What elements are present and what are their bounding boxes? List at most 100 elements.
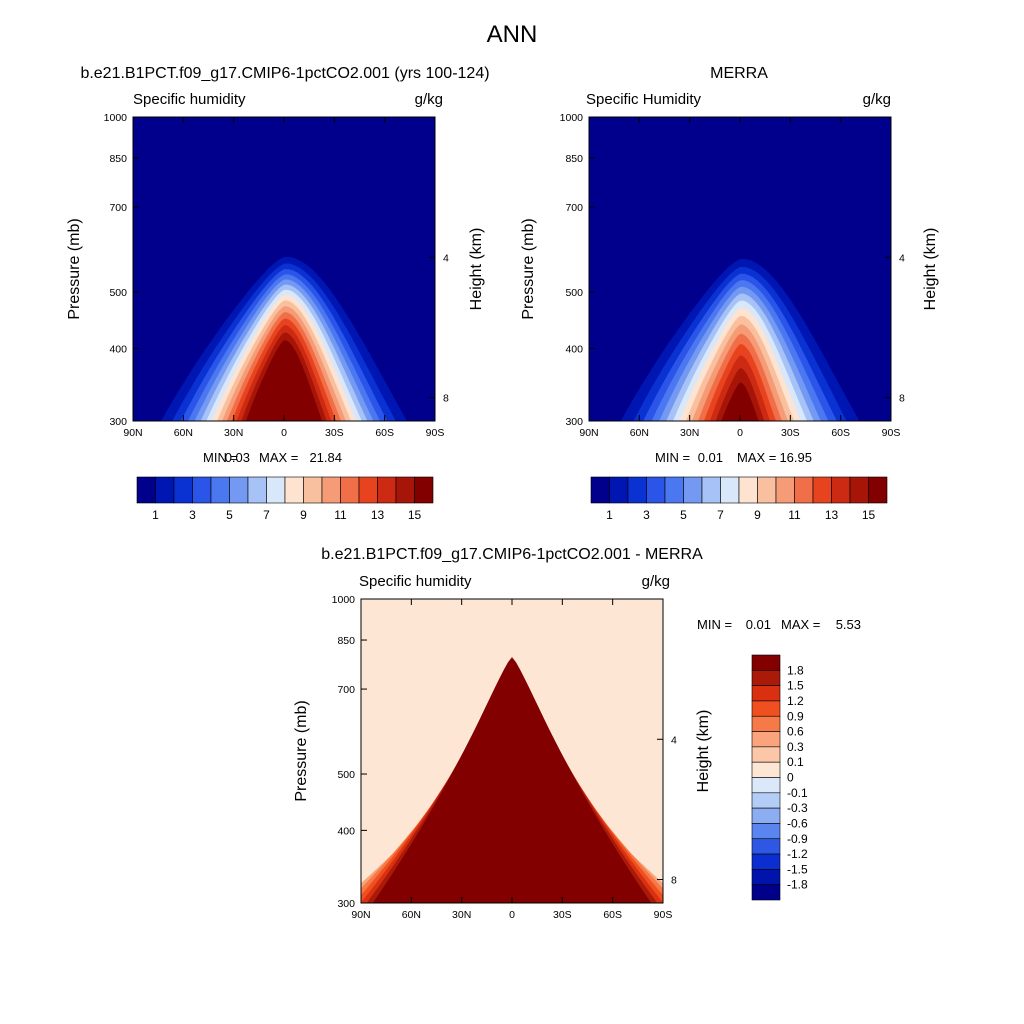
panel-merra-ylabel: Pressure (mb) [520,218,537,319]
panel-merra-colorbar-swatch [609,476,629,504]
panel-merra-colorbar-swatch [812,476,832,504]
panel-difference-x-tick-label: 90S [654,909,673,921]
panel-model-x-tick-label: 0 [281,427,287,439]
panel-difference-y-tick-label: 700 [337,684,355,696]
panel-difference-y-tick-label: 500 [337,769,355,781]
panel-model-min: 0.03 [225,450,250,465]
panel-difference-x-tick-label: 30S [553,909,572,921]
panel-merra-colorbar-swatch [720,476,740,504]
panel-difference-contour-band [372,657,652,903]
panel-difference-x-tick-label: 30N [452,909,471,921]
panel-model-y-tick-label: 300 [109,416,127,428]
panel-model-colorbar-swatch [155,476,175,504]
panel-model-colorbar-swatch [266,476,286,504]
panel-merra-colorbar-swatch [738,476,758,504]
panel-merra-colorbar: 1 3 5 7 9 11 13 15 [590,476,888,522]
panel-merra-min: 0.01 [698,450,723,465]
panel-difference-colorbar-swatch [751,670,781,686]
panel-difference-colorbar-label: 1.8 [787,663,804,677]
panel-merra-colorbar-swatch [794,476,814,504]
panel-merra-colorbar-swatch [775,476,795,504]
panel-merra-colorbar-label: 3 [643,508,650,522]
panel-difference-colorbar-swatch [751,777,781,794]
panel-model-min-label: MIN = [203,450,238,465]
panel-merra-colorbar-swatch [646,476,666,504]
panel-merra-title: MERRA [710,65,768,82]
panel-merra-colorbar-swatch [590,476,610,504]
panel-difference-colorbar-swatch [751,746,781,763]
panel-difference-y2label: Height (km) [695,710,712,793]
panel-merra-y2label: Height (km) [922,228,939,311]
panel-difference-y-tick-label: 850 [337,635,355,647]
panel-merra-colorbar-label: 15 [862,508,876,522]
panel-difference-colorbar-swatch [751,792,781,809]
panel-model-max: 21.84 [309,450,342,465]
panel-merra-colorbar-label: 5 [680,508,687,522]
panel-model-contour-band [245,340,323,421]
panel-merra-colorbar-label: 1 [606,508,613,522]
panel-difference-colorbar-label: -1.2 [787,847,808,861]
panel-merra-y-tick-label: 850 [565,153,583,165]
panel-model-colorbar-swatch [136,476,156,504]
panel-difference-y2-tick-label: 4 [671,734,677,746]
panel-difference-colorbar-swatch [751,853,781,870]
panel-difference-units: g/kg [642,573,670,590]
panel-merra-variable: Specific Humidity [586,91,702,108]
panel-model-y-tick-label: 400 [109,343,127,355]
panel-model-ylabel: Pressure (mb) [66,218,83,319]
panel-merra-y2-tick-label: 4 [899,252,905,264]
panel-model-title: b.e21.B1PCT.f09_g17.CMIP6-1pctCO2.001 (y… [80,65,489,82]
panel-model-y2-tick-label: 8 [443,393,449,405]
panel-difference-max-label: MAX = [781,617,820,632]
panel-model-units: g/kg [415,91,443,108]
figure-title: ANN [487,21,538,48]
panel-merra-y-tick-label: 500 [565,287,583,299]
panel-difference-x-tick-label: 60S [603,909,622,921]
panel-merra-x-tick-label: 60N [630,427,649,439]
panel-difference-y-tick-label: 400 [337,825,355,837]
panel-model-x-tick-label: 90N [123,427,142,439]
panel-model-colorbar-swatch [414,476,434,504]
panel-difference-colorbar-swatch [751,700,781,717]
panel-difference-x-tick-label: 0 [509,909,515,921]
panel-difference-colorbar: 1.81.51.20.90.60.30.10-0.1-0.3-0.6-0.9-1… [751,654,808,901]
panel-model-x-tick-label: 30N [224,427,243,439]
panel-merra-max-label: MAX = [737,450,776,465]
panel-difference-colorbar-label: -1.5 [787,862,808,876]
panel-difference-colorbar-swatch [751,654,781,671]
panel-merra-y-tick-label: 300 [565,416,583,428]
panel-difference-x-tick-label: 90N [351,909,370,921]
panel-difference-colorbar-label: 0.6 [787,725,804,739]
panel-merra-y2-tick-label: 8 [899,393,905,405]
panel-difference-colorbar-swatch [751,869,781,885]
panel-merra-y-tick-label: 1000 [560,112,584,124]
panel-difference-colorbar-label: -0.1 [787,786,808,800]
panel-difference-max: 5.53 [836,617,861,632]
panel-model-colorbar-swatch [173,476,193,504]
panel-model-y2-tick-label: 4 [443,252,449,264]
panel-difference-title: b.e21.B1PCT.f09_g17.CMIP6-1pctCO2.001 - … [321,546,703,563]
panel-merra-colorbar-swatch [683,476,703,504]
panel-model-colorbar-label: 11 [334,508,347,522]
panel-merra-colorbar-swatch [701,476,721,504]
panel-difference-colorbar-swatch [751,761,781,778]
panel-merra-colorbar-label: 13 [825,508,839,522]
panel-difference-y2-tick-label: 8 [671,875,677,887]
panel-merra-x-tick-label: 0 [737,427,743,439]
panel-model-y-tick-label: 1000 [104,112,128,124]
panel-merra-x-tick-label: 30S [781,427,800,439]
panel-difference-colorbar-swatch [751,823,781,840]
panel-difference-colorbar-label: 1.5 [787,679,804,693]
panel-model-x-tick-label: 60S [375,427,394,439]
panel-merra-colorbar-swatch [757,476,777,504]
panel-model-colorbar-swatch [395,476,415,504]
panel-merra-max: 16.95 [779,450,812,465]
panel-difference-contours [361,599,663,903]
panel-model-x-tick-label: 90S [426,427,445,439]
panel-model-colorbar-label: 7 [263,508,270,522]
panel-merra-colorbar-swatch [627,476,647,504]
panel-merra-colorbar-label: 9 [754,508,761,522]
panel-difference-colorbar-label: -0.3 [787,801,808,815]
panel-model-y-tick-label: 500 [109,287,127,299]
panel-model-colorbar-label: 1 [152,508,159,522]
